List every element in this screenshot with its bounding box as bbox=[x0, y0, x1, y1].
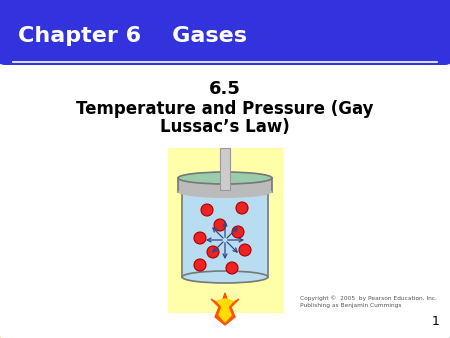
Text: 6.5: 6.5 bbox=[209, 80, 241, 98]
Ellipse shape bbox=[226, 262, 238, 274]
Text: Lussac’s Law): Lussac’s Law) bbox=[160, 118, 290, 136]
FancyBboxPatch shape bbox=[0, 0, 450, 65]
Bar bbox=[182, 192, 268, 277]
Bar bbox=[220, 148, 230, 190]
Ellipse shape bbox=[232, 226, 244, 238]
Bar bbox=[5, 40, 445, 65]
Ellipse shape bbox=[207, 246, 219, 258]
Ellipse shape bbox=[182, 271, 268, 283]
Ellipse shape bbox=[201, 204, 213, 216]
Ellipse shape bbox=[178, 186, 272, 198]
Ellipse shape bbox=[178, 172, 272, 184]
Polygon shape bbox=[217, 299, 233, 322]
Text: Copyright ©  2005  by Pearson Education, Inc.
Publishing as Benjamin Cummings: Copyright © 2005 by Pearson Education, I… bbox=[300, 295, 437, 308]
Ellipse shape bbox=[236, 202, 248, 214]
Ellipse shape bbox=[214, 219, 226, 231]
Polygon shape bbox=[211, 293, 239, 325]
Text: Chapter 6    Gases: Chapter 6 Gases bbox=[18, 26, 247, 46]
Ellipse shape bbox=[239, 244, 251, 256]
Bar bbox=[168, 148, 283, 313]
Text: 1: 1 bbox=[432, 315, 440, 328]
Ellipse shape bbox=[194, 259, 206, 271]
Ellipse shape bbox=[194, 232, 206, 244]
Bar bbox=[178, 178, 272, 192]
Text: Temperature and Pressure (Gay: Temperature and Pressure (Gay bbox=[76, 100, 374, 118]
